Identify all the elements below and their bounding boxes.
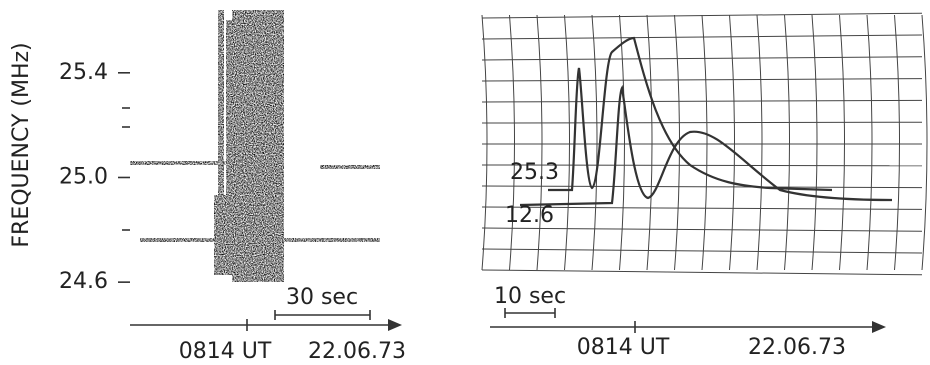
y-tick-label: 25.4: [59, 60, 108, 85]
arrow-head: [872, 321, 886, 333]
grid-line: [895, 15, 900, 270]
grid-line: [620, 15, 625, 270]
right-panel: 25.3 12.6 10 sec 0814 UT 22.06.73: [482, 13, 927, 360]
grid-line: [647, 15, 652, 270]
arrow-head: [388, 319, 402, 331]
grid-line: [482, 15, 487, 270]
scale-bar-label: 10 sec: [494, 284, 566, 309]
y-axis-label: FREQUENCY (MHz): [9, 42, 34, 247]
grid-line: [812, 15, 817, 270]
grid-line: [482, 270, 922, 275]
grid-line: [482, 249, 922, 253]
scale-bar-label: 30 sec: [286, 285, 358, 310]
grid-line: [867, 15, 872, 270]
y-tick-label: 24.6: [59, 269, 108, 294]
grid-line: [482, 57, 922, 60]
left-panel: FREQUENCY (MHz) 30 sec 0814 UT 22.06.73 …: [9, 10, 406, 364]
grid-line: [482, 186, 922, 188]
date-label: 22.06.73: [748, 335, 846, 360]
grid-line: [702, 15, 707, 270]
trace-label: 25.3: [510, 160, 559, 185]
grid-line: [482, 35, 922, 39]
grid-line: [482, 79, 922, 81]
figure: FREQUENCY (MHz) 30 sec 0814 UT 22.06.73 …: [0, 0, 930, 365]
chart-grid: [482, 13, 927, 275]
grid-line: [730, 15, 735, 270]
y-tick-label: 25.0: [59, 164, 108, 189]
grid-line: [840, 15, 845, 270]
time-label: 0814 UT: [577, 335, 670, 360]
grid-line: [482, 228, 922, 231]
grid-line: [922, 15, 927, 270]
time-label: 0814 UT: [179, 339, 272, 364]
spectrogram: [130, 10, 380, 282]
date-label: 22.06.73: [308, 339, 406, 364]
grid-line: [537, 15, 542, 270]
grid-line: [482, 122, 922, 123]
grid-line: [482, 100, 922, 102]
grid-line: [510, 15, 515, 270]
grid-line: [565, 15, 570, 270]
grid-line: [785, 15, 790, 270]
grid-line: [592, 15, 597, 270]
grid-line: [757, 15, 762, 270]
trace-label: 12.6: [505, 203, 554, 228]
